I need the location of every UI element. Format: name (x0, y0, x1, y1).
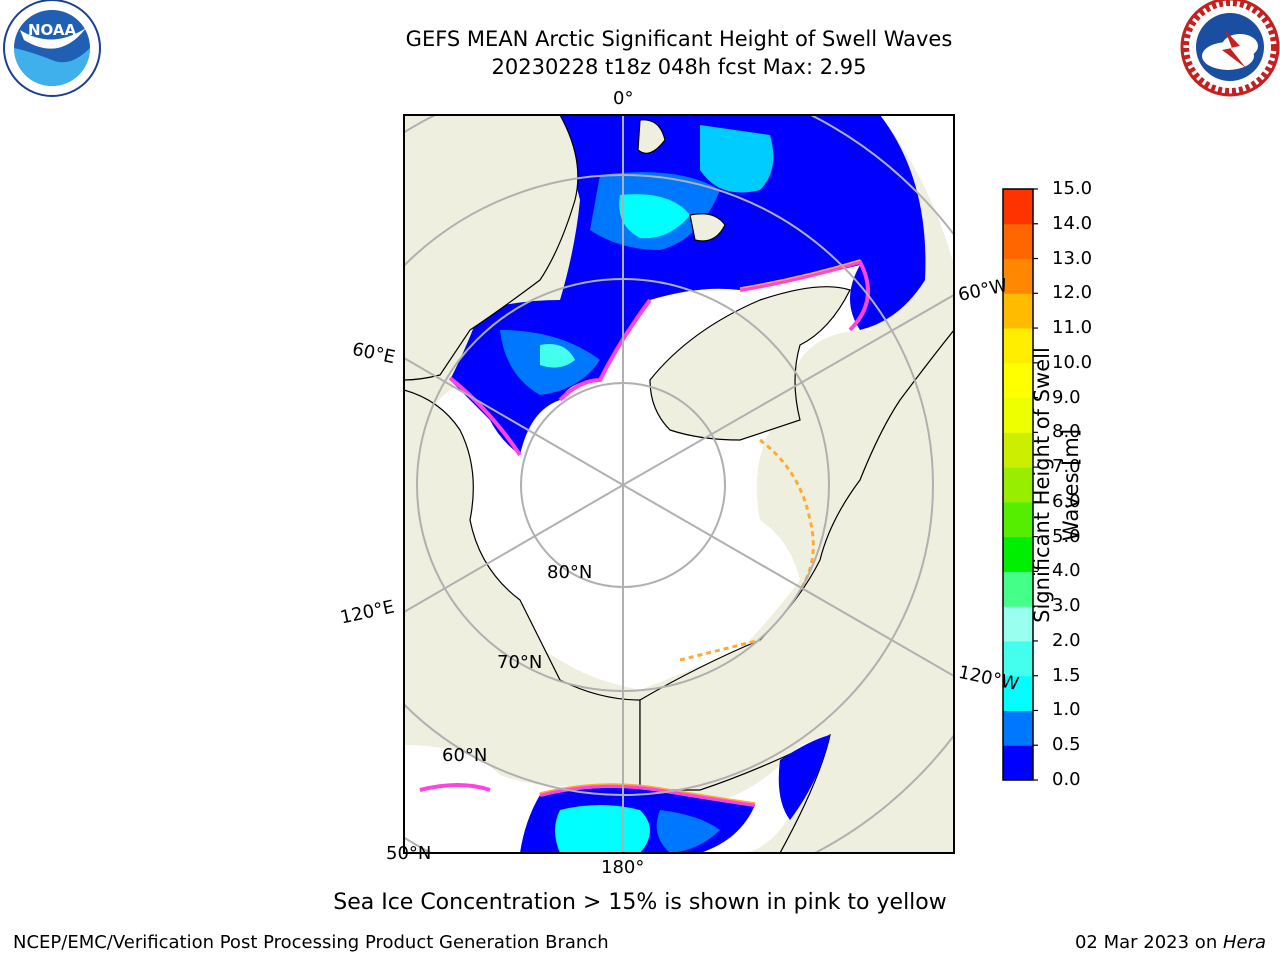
colorbar-swatch (1003, 606, 1033, 642)
colorbar-swatch (1003, 362, 1033, 399)
colorbar-tick-label: 13.0 (1052, 247, 1093, 269)
polar-map (404, 115, 954, 853)
footer-date: 02 Mar 2023 on Hera (1075, 932, 1266, 953)
colorbar-tick-label: 15.0 (1052, 178, 1093, 199)
colorbar-tick-label: 3.0 (1052, 595, 1081, 617)
colorbar-swatch (1003, 432, 1033, 468)
colorbar-tick-label: 1.5 (1052, 664, 1081, 686)
colorbar-tick-label: 5.0 (1052, 525, 1081, 547)
colorbar-tick-label: 8.0 (1052, 421, 1081, 443)
colorbar-swatch (1003, 640, 1033, 677)
colorbar-label-line1: Significant Height of Swell (1030, 347, 1054, 623)
colorbar-swatch (1003, 328, 1033, 364)
chart-title: GEFS MEAN Arctic Significant Height of S… (405, 27, 953, 51)
colorbar-tick-label: 14.0 (1052, 212, 1093, 234)
colorbar-tick-label: 0.5 (1052, 734, 1081, 756)
graticule (404, 115, 954, 853)
greenland (649, 286, 851, 441)
colorbar-swatch (1003, 258, 1033, 294)
noaa-logo-text: NOAA (28, 21, 77, 39)
colorbar-tick-label: 0.0 (1052, 769, 1081, 790)
footer-credit: NCEP/EMC/Verification Post Processing Pr… (13, 932, 609, 953)
ice-edge-atlantic (739, 259, 870, 332)
colorbar-swatch (1003, 675, 1033, 711)
colorbar-tick-label: 2.0 (1052, 629, 1081, 651)
colorbar-label-line2: Waves [m] (1059, 428, 1083, 542)
colorbar-tick-label: 6.0 (1052, 490, 1081, 512)
ice-edge-pacific (539, 784, 756, 807)
footer-date-text: 02 Mar 2023 on (1074, 932, 1223, 953)
lat-label-70: 70°N (497, 652, 543, 673)
scandinavia (404, 115, 579, 381)
colorbar-tick-label: 1.0 (1052, 699, 1081, 721)
colorbar-label: Significant Height of Swell Waves [m] (1028, 320, 1088, 650)
lat-label-80: 80°N (547, 562, 593, 583)
lon-label-180: 180° (601, 857, 645, 878)
colorbar-swatch (1003, 189, 1033, 225)
colorbar-swatch (1003, 745, 1033, 781)
lat-label-60: 60°N (442, 745, 488, 766)
colorbar (1002, 188, 1038, 781)
ice-caption: Sea Ice Concentration > 15% is shown in … (333, 890, 947, 915)
lat-label-50: 50°N (386, 843, 432, 864)
colorbar-tick-label: 12.0 (1052, 282, 1093, 304)
colorbar-tick-label: 9.0 (1052, 386, 1081, 408)
colorbar-swatch (1003, 571, 1033, 607)
colorbar-swatch (1003, 397, 1033, 433)
lon-label-0: 0° (613, 88, 634, 109)
colorbar-swatch (1003, 501, 1033, 538)
colorbar-swatch (1003, 223, 1033, 260)
colorbar-swatch (1003, 467, 1033, 503)
noaa-logo: NOAA (3, 0, 101, 97)
colorbar-tick-label: 7.0 (1052, 456, 1081, 478)
colorbar-swatch (1003, 536, 1033, 572)
colorbar-tick-label: 11.0 (1052, 317, 1093, 339)
siberia (404, 389, 641, 853)
colorbar-swatch (1003, 710, 1033, 746)
colorbar-tick-label: 10.0 (1052, 351, 1093, 373)
nws-logo (1180, 0, 1280, 97)
footer-host: Hera (1222, 932, 1266, 953)
colorbar-tick-label: 4.0 (1052, 560, 1081, 582)
chart-subtitle: 20230228 t18z 048h fcst Max: 2.95 (491, 55, 867, 79)
map-frame (403, 114, 955, 854)
colorbar-swatch (1003, 293, 1033, 329)
